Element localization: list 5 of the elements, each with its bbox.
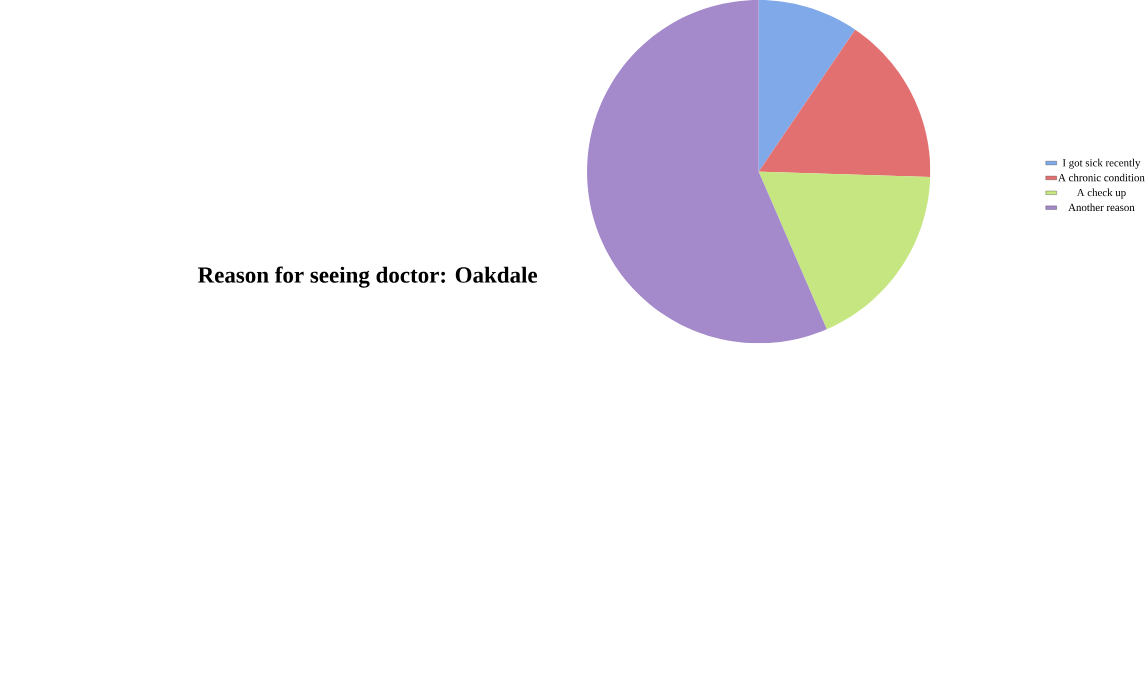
legend-label: I got sick recently bbox=[1062, 158, 1141, 169]
legend-label: A check up bbox=[1076, 188, 1126, 199]
text: Reason for seeing doctor: Oakdale bbox=[197, 266, 538, 288]
legend-label: A chronic condition bbox=[1058, 173, 1145, 182]
legend-label: Another reason bbox=[1068, 203, 1135, 212]
